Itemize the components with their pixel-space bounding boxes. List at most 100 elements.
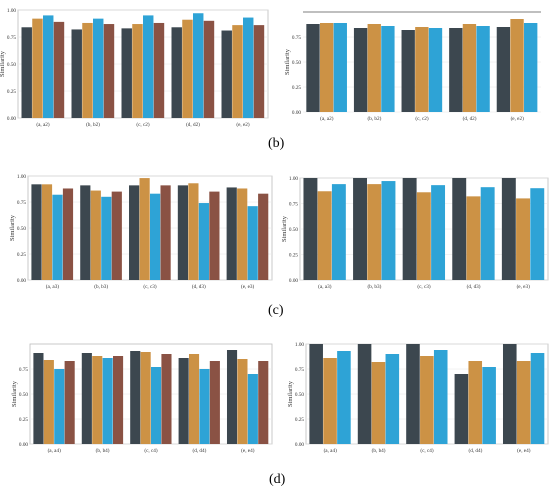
bar-5-series-3 — [247, 374, 258, 444]
bar-3-series-3 — [431, 185, 446, 280]
y-tick-label: 0.00 — [17, 278, 26, 284]
y-tick-label: 1.00 — [289, 176, 298, 182]
bar-3-series-2 — [416, 192, 431, 280]
bar-4-series-2 — [182, 19, 193, 118]
y-tick-label: 0.75 — [292, 35, 301, 41]
bar-2-series-3 — [102, 358, 113, 444]
bar-3-series-1 — [129, 185, 140, 280]
y-axis-title: Similarity — [284, 48, 291, 75]
x-tick-label: (a, a3) — [46, 283, 60, 290]
bar-5-series-1 — [502, 344, 517, 444]
bar-2-series-4 — [103, 24, 115, 118]
y-tick-label: 0.00 — [292, 110, 301, 116]
bar-3-series-1 — [130, 351, 141, 444]
x-tick-label: (b, b3) — [94, 283, 108, 290]
y-tick-label: 0.25 — [19, 417, 28, 423]
x-tick-label: (d, d4) — [192, 447, 206, 454]
x-tick-label: (a, a4) — [324, 447, 338, 454]
bar-4-series-2 — [468, 361, 483, 444]
bar-3-series-3 — [143, 15, 154, 118]
bar-4-series-2 — [188, 354, 200, 444]
bar-5-series-1 — [226, 187, 237, 280]
bar-4-series-4 — [209, 361, 220, 444]
bar-2-series-2 — [367, 24, 381, 112]
bar-4-series-4 — [203, 20, 215, 118]
x-tick-label: (e, e4) — [517, 447, 531, 454]
y-tick-label: 0.50 — [17, 226, 26, 232]
bar-5-series-3 — [243, 17, 254, 119]
bar-4-series-1 — [178, 358, 189, 444]
bar-1-series-1 — [33, 353, 44, 444]
bar-4-series-1 — [449, 28, 463, 112]
bar-3-series-2 — [420, 356, 434, 444]
y-tick-label: 0.25 — [292, 85, 301, 91]
y-axis-title: Similarity — [0, 50, 6, 77]
x-tick-label: (e, e3) — [517, 283, 531, 290]
bar-3-series-2 — [132, 24, 143, 118]
x-tick-label: (b, b4) — [96, 447, 110, 454]
bar-5-series-1 — [501, 178, 516, 280]
y-tick-label: 1.00 — [17, 174, 26, 180]
bar-2-series-2 — [82, 22, 93, 118]
x-tick-label: (e, e3) — [241, 283, 255, 290]
bar-4-series-1 — [452, 178, 467, 280]
bar-2-series-3 — [381, 181, 396, 280]
x-tick-label: (a, a2) — [36, 121, 50, 128]
x-tick-label: (c, c3) — [417, 283, 431, 290]
y-axis-title: Similarity — [11, 380, 18, 407]
x-tick-label: (c, c2) — [415, 115, 429, 122]
y-tick-label: 0.50 — [289, 227, 298, 233]
bar-4-series-3 — [480, 187, 495, 280]
bar-2-series-3 — [93, 18, 104, 118]
bar-3-series-3 — [433, 350, 448, 444]
bar-5-series-2 — [232, 25, 243, 118]
bar-5-series-2 — [516, 198, 531, 280]
bar-1-series-2 — [317, 191, 332, 280]
bar-5-series-3 — [530, 188, 545, 280]
x-tick-label: (e, e2) — [236, 121, 250, 128]
bar-1-series-3 — [43, 15, 54, 118]
chart-row3-right: 0.00 0.25 0.50 0.75 1.00 Similarity (a, a4) (b,… — [287, 342, 549, 454]
bar-3-series-3 — [151, 367, 162, 444]
bar-1-series-1 — [21, 27, 32, 119]
bar-2-series-1 — [353, 178, 367, 280]
bar-2-series-2 — [90, 190, 101, 280]
x-tick-label: (e, e2) — [511, 115, 525, 122]
bar-5-series-1 — [226, 350, 238, 444]
bar-1-series-3 — [337, 351, 351, 444]
panel-label-b: (b) — [268, 136, 285, 151]
chart-row2-right: 0.00 0.25 0.50 0.75 1.00 Similarity (a, a3) (b,… — [281, 176, 549, 290]
bar-5-series-4 — [258, 193, 269, 280]
bar-1-series-1 — [306, 24, 320, 112]
bar-3-series-1 — [401, 30, 415, 112]
panel-label-d: (d) — [269, 472, 286, 487]
x-tick-label: (d, d2) — [186, 121, 200, 128]
y-axis-title: Similarity — [287, 380, 294, 407]
bar-4-series-2 — [466, 196, 481, 280]
bar-5-series-1 — [496, 27, 511, 112]
bar-4-series-2 — [188, 183, 199, 280]
x-tick-label: (b, b2) — [86, 121, 100, 128]
bar-1-series-1 — [31, 184, 42, 280]
x-tick-label: (b, b3) — [367, 283, 381, 290]
y-tick-label: 0.50 — [19, 392, 28, 398]
bar-1-series-3 — [331, 184, 346, 280]
panel-label-c: (c) — [268, 303, 284, 318]
bar-2-series-1 — [71, 29, 82, 118]
y-tick-label: 0.25 — [17, 252, 26, 258]
y-tick-label: 1.00 — [7, 8, 16, 14]
x-tick-label: (c, c3) — [143, 283, 157, 290]
bar-3-series-2 — [139, 178, 150, 280]
bar-2-series-4 — [111, 191, 122, 280]
x-tick-label: (c, c2) — [136, 121, 150, 128]
bar-1-series-1 — [303, 178, 318, 280]
y-tick-label: 0.75 — [7, 35, 16, 41]
bar-2-series-1 — [80, 185, 91, 280]
bar-3-series-2 — [140, 352, 151, 444]
bar-4-series-3 — [193, 13, 204, 119]
bar-2-series-3 — [385, 354, 400, 444]
bar-3-series-3 — [428, 28, 443, 112]
bar-1-series-3 — [54, 369, 65, 444]
x-tick-label: (d, d3) — [192, 283, 206, 290]
bar-2-series-3 — [381, 26, 395, 112]
